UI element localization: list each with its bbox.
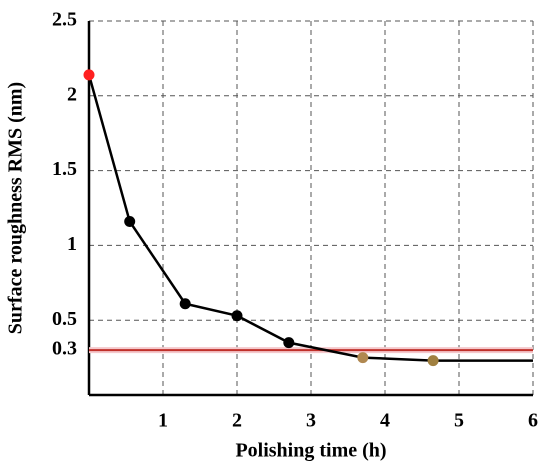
x-tick-label: 4 xyxy=(380,410,390,432)
data-point xyxy=(83,69,95,81)
y-tick-label: 2 xyxy=(67,83,77,105)
x-tick-label: 2 xyxy=(232,410,242,432)
data-point xyxy=(231,310,243,322)
x-axis-label: Polishing time (h) xyxy=(235,440,386,462)
data-point xyxy=(179,298,191,310)
data-line xyxy=(87,74,533,362)
x-tick-label: 6 xyxy=(528,410,538,432)
y-axis-label: Surface roughness RMS (nm) xyxy=(5,82,27,334)
data-point xyxy=(427,355,439,367)
data-point xyxy=(283,337,295,349)
data-point xyxy=(357,352,369,364)
y-tick-label: 1.5 xyxy=(52,158,77,180)
y-tick-label: 0.3 xyxy=(52,338,77,360)
x-tick-label: 3 xyxy=(306,410,316,432)
x-tick-label: 1 xyxy=(158,410,168,432)
x-tick-label: 5 xyxy=(454,410,464,432)
y-tick-label: 2.5 xyxy=(52,9,77,31)
y-tick-label: 0.5 xyxy=(52,308,77,330)
y-tick-label: 1 xyxy=(67,233,77,255)
data-point xyxy=(124,215,136,227)
